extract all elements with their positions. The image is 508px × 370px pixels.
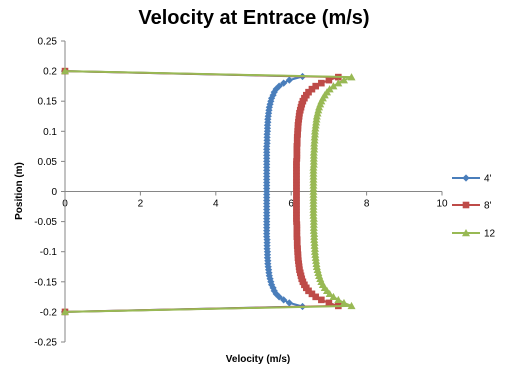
data-point <box>310 136 319 144</box>
y-tick-label: 0.1 <box>43 127 57 138</box>
data-point <box>267 97 275 105</box>
data-point <box>325 299 333 307</box>
data-point <box>270 88 278 96</box>
data-point <box>339 298 348 307</box>
data-point <box>325 76 333 84</box>
y-tick-label: -0.05 <box>34 217 57 228</box>
data-point <box>305 287 312 295</box>
data-point <box>311 250 320 258</box>
x-tick-label: 10 <box>436 199 448 210</box>
x-axis: 0246810 <box>62 191 448 210</box>
legend: 4' 8' 12 <box>452 174 496 240</box>
data-point <box>312 259 321 267</box>
data-point <box>61 307 69 316</box>
data-point <box>266 275 274 283</box>
data-point <box>347 301 356 310</box>
data-point <box>280 296 288 304</box>
legend-marker <box>462 201 470 209</box>
legend-item: 12 <box>452 229 496 240</box>
data-point <box>325 289 334 298</box>
legend-item: 8' <box>452 201 492 212</box>
data-point <box>266 100 274 108</box>
data-point <box>329 292 338 301</box>
data-point <box>285 299 293 307</box>
data-point <box>280 79 288 87</box>
y-tick-label: 0.25 <box>38 37 58 48</box>
data-point <box>334 295 343 304</box>
data-point <box>285 76 293 84</box>
data-point <box>310 241 319 249</box>
data-point <box>312 82 320 90</box>
data-point <box>265 272 273 280</box>
series-layer <box>61 67 356 316</box>
data-point <box>329 82 338 90</box>
data-point <box>270 287 278 295</box>
x-tick-label: 6 <box>288 199 294 210</box>
y-tick-label: -0.25 <box>34 338 57 349</box>
series-3 <box>61 67 356 316</box>
legend-marker <box>462 174 470 182</box>
y-tick-label: -0.2 <box>40 307 58 318</box>
x-tick-label: 2 <box>138 199 144 210</box>
data-point <box>61 67 69 75</box>
series-1 <box>61 67 307 316</box>
y-tick-label: -0.1 <box>40 247 58 258</box>
data-point <box>310 247 319 255</box>
data-point <box>311 121 320 129</box>
data-point <box>334 79 343 87</box>
data-point <box>312 293 320 301</box>
data-point <box>309 226 318 234</box>
legend-label: 4' <box>484 174 492 185</box>
y-tick-label: 0.15 <box>38 97 58 108</box>
data-point <box>312 115 321 123</box>
data-point <box>310 235 319 243</box>
y-axis: 0.25 0.2 0.15 0.1 0.05 0 -0.05 -0.1 -0.15 -0.2 -0.… <box>34 37 66 349</box>
y-tick-label: -0.15 <box>34 277 57 288</box>
chart-title: Velocity at Entrace (m/s) <box>138 7 369 29</box>
y-tick-label: 0 <box>51 187 57 198</box>
data-point <box>312 112 321 120</box>
data-point <box>311 253 320 261</box>
legend-item: 4' <box>452 174 492 185</box>
data-point <box>347 73 356 81</box>
data-point <box>339 76 348 84</box>
data-point <box>275 293 283 301</box>
y-tick-label: 0.05 <box>38 157 58 168</box>
legend-label: 12 <box>484 229 496 240</box>
y-axis-title: Position (m) <box>14 162 25 220</box>
x-tick-label: 4 <box>213 199 219 210</box>
data-point <box>308 290 316 298</box>
data-point <box>310 145 319 153</box>
x-axis-title: Velocity (m/s) <box>226 354 290 365</box>
data-point <box>309 211 318 219</box>
data-point <box>267 278 275 286</box>
data-point <box>318 79 325 87</box>
data-point <box>311 124 320 132</box>
data-point <box>312 256 321 264</box>
data-point <box>310 130 319 138</box>
x-tick-label: 8 <box>364 199 370 210</box>
data-point <box>309 160 318 168</box>
y-tick-label: 0.2 <box>43 67 57 78</box>
legend-marker <box>462 229 470 237</box>
legend-label: 8' <box>484 201 492 212</box>
data-point <box>308 85 316 93</box>
data-point <box>312 118 321 126</box>
data-point <box>318 296 325 304</box>
